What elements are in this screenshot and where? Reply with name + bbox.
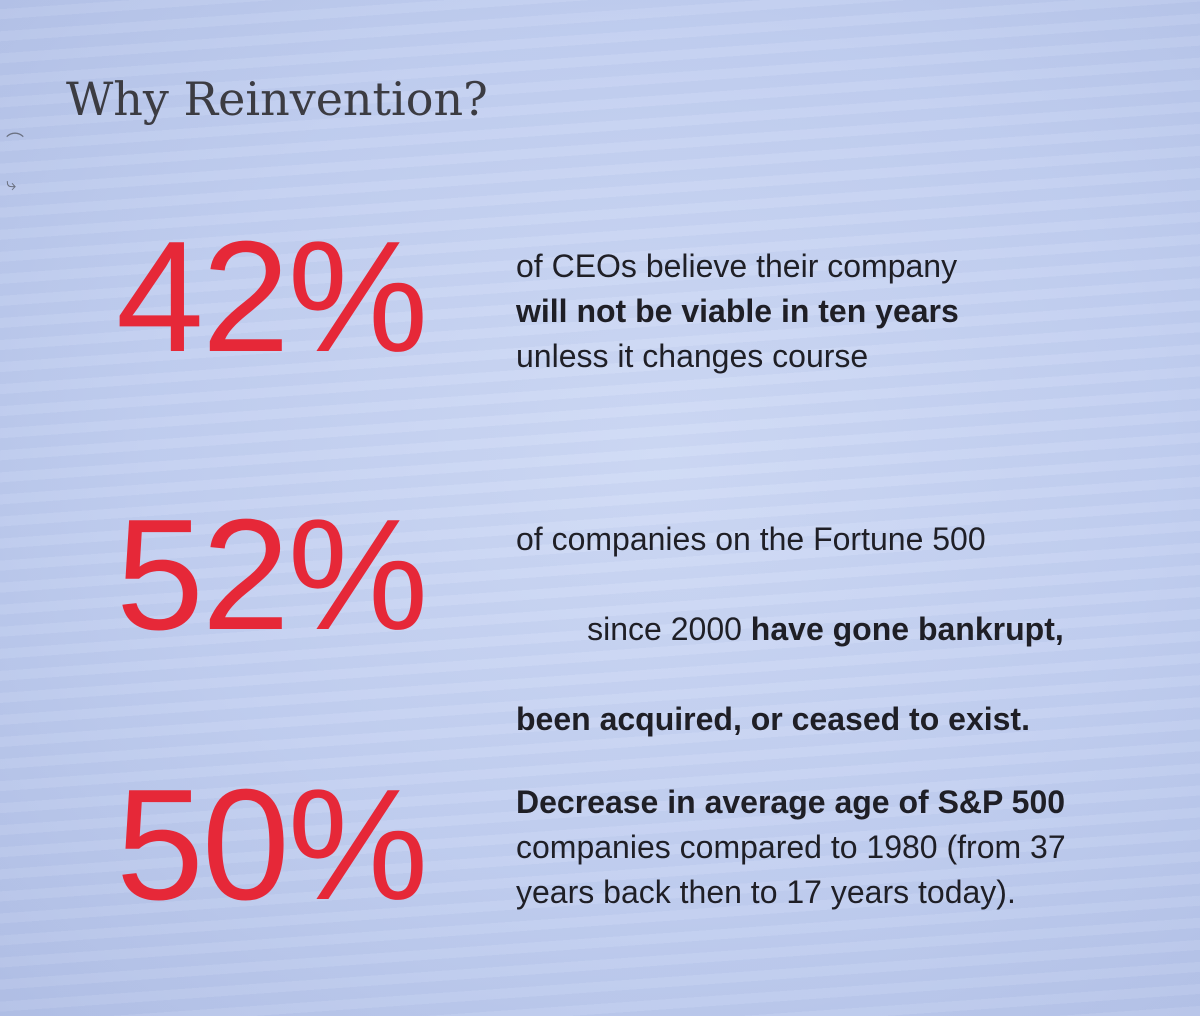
- description-text: since 2000: [587, 611, 751, 647]
- description-line: of companies on the Fortune 500: [516, 517, 1176, 562]
- arrow-mark-icon: ⤷: [6, 174, 17, 195]
- stat-value: 52%: [116, 487, 428, 663]
- description-line: companies compared to 1980 (from 37: [516, 825, 1176, 870]
- stat-description: of companies on the Fortune 500 since 20…: [516, 517, 1176, 742]
- description-text-bold: have gone bankrupt,: [750, 611, 1064, 647]
- description-text-bold: will not be viable in ten years: [516, 293, 959, 329]
- description-line: been acquired, or ceased to exist.: [516, 697, 1176, 742]
- description-text: years back then to 17 years today).: [516, 874, 1016, 910]
- stat-description: Decrease in average age of S&P 500 compa…: [516, 780, 1176, 915]
- arrow-mark-icon: ⌒: [6, 132, 24, 153]
- stat-description: of CEOs believe their company will not b…: [516, 244, 1176, 379]
- stat-value: 42%: [116, 209, 428, 385]
- description-line: unless it changes course: [516, 334, 1176, 379]
- description-text-bold: Decrease in average age of S&P 500: [516, 784, 1066, 820]
- stat-value: 50%: [116, 757, 428, 933]
- description-text: companies compared to 1980 (from 37: [516, 829, 1066, 865]
- description-text: of companies on the Fortune 500: [516, 521, 986, 557]
- description-line: will not be viable in ten years: [516, 289, 1176, 334]
- description-line: since 2000 have gone bankrupt,: [516, 562, 1176, 697]
- description-line: Decrease in average age of S&P 500: [516, 780, 1176, 825]
- description-text: of CEOs believe their company: [516, 248, 958, 284]
- description-line: years back then to 17 years today).: [516, 870, 1176, 915]
- description-text-bold: been acquired, or ceased to exist.: [516, 701, 1030, 737]
- description-line: of CEOs believe their company: [516, 244, 1176, 289]
- slide-title: Why Reinvention?: [66, 72, 488, 126]
- description-text: unless it changes course: [516, 338, 869, 374]
